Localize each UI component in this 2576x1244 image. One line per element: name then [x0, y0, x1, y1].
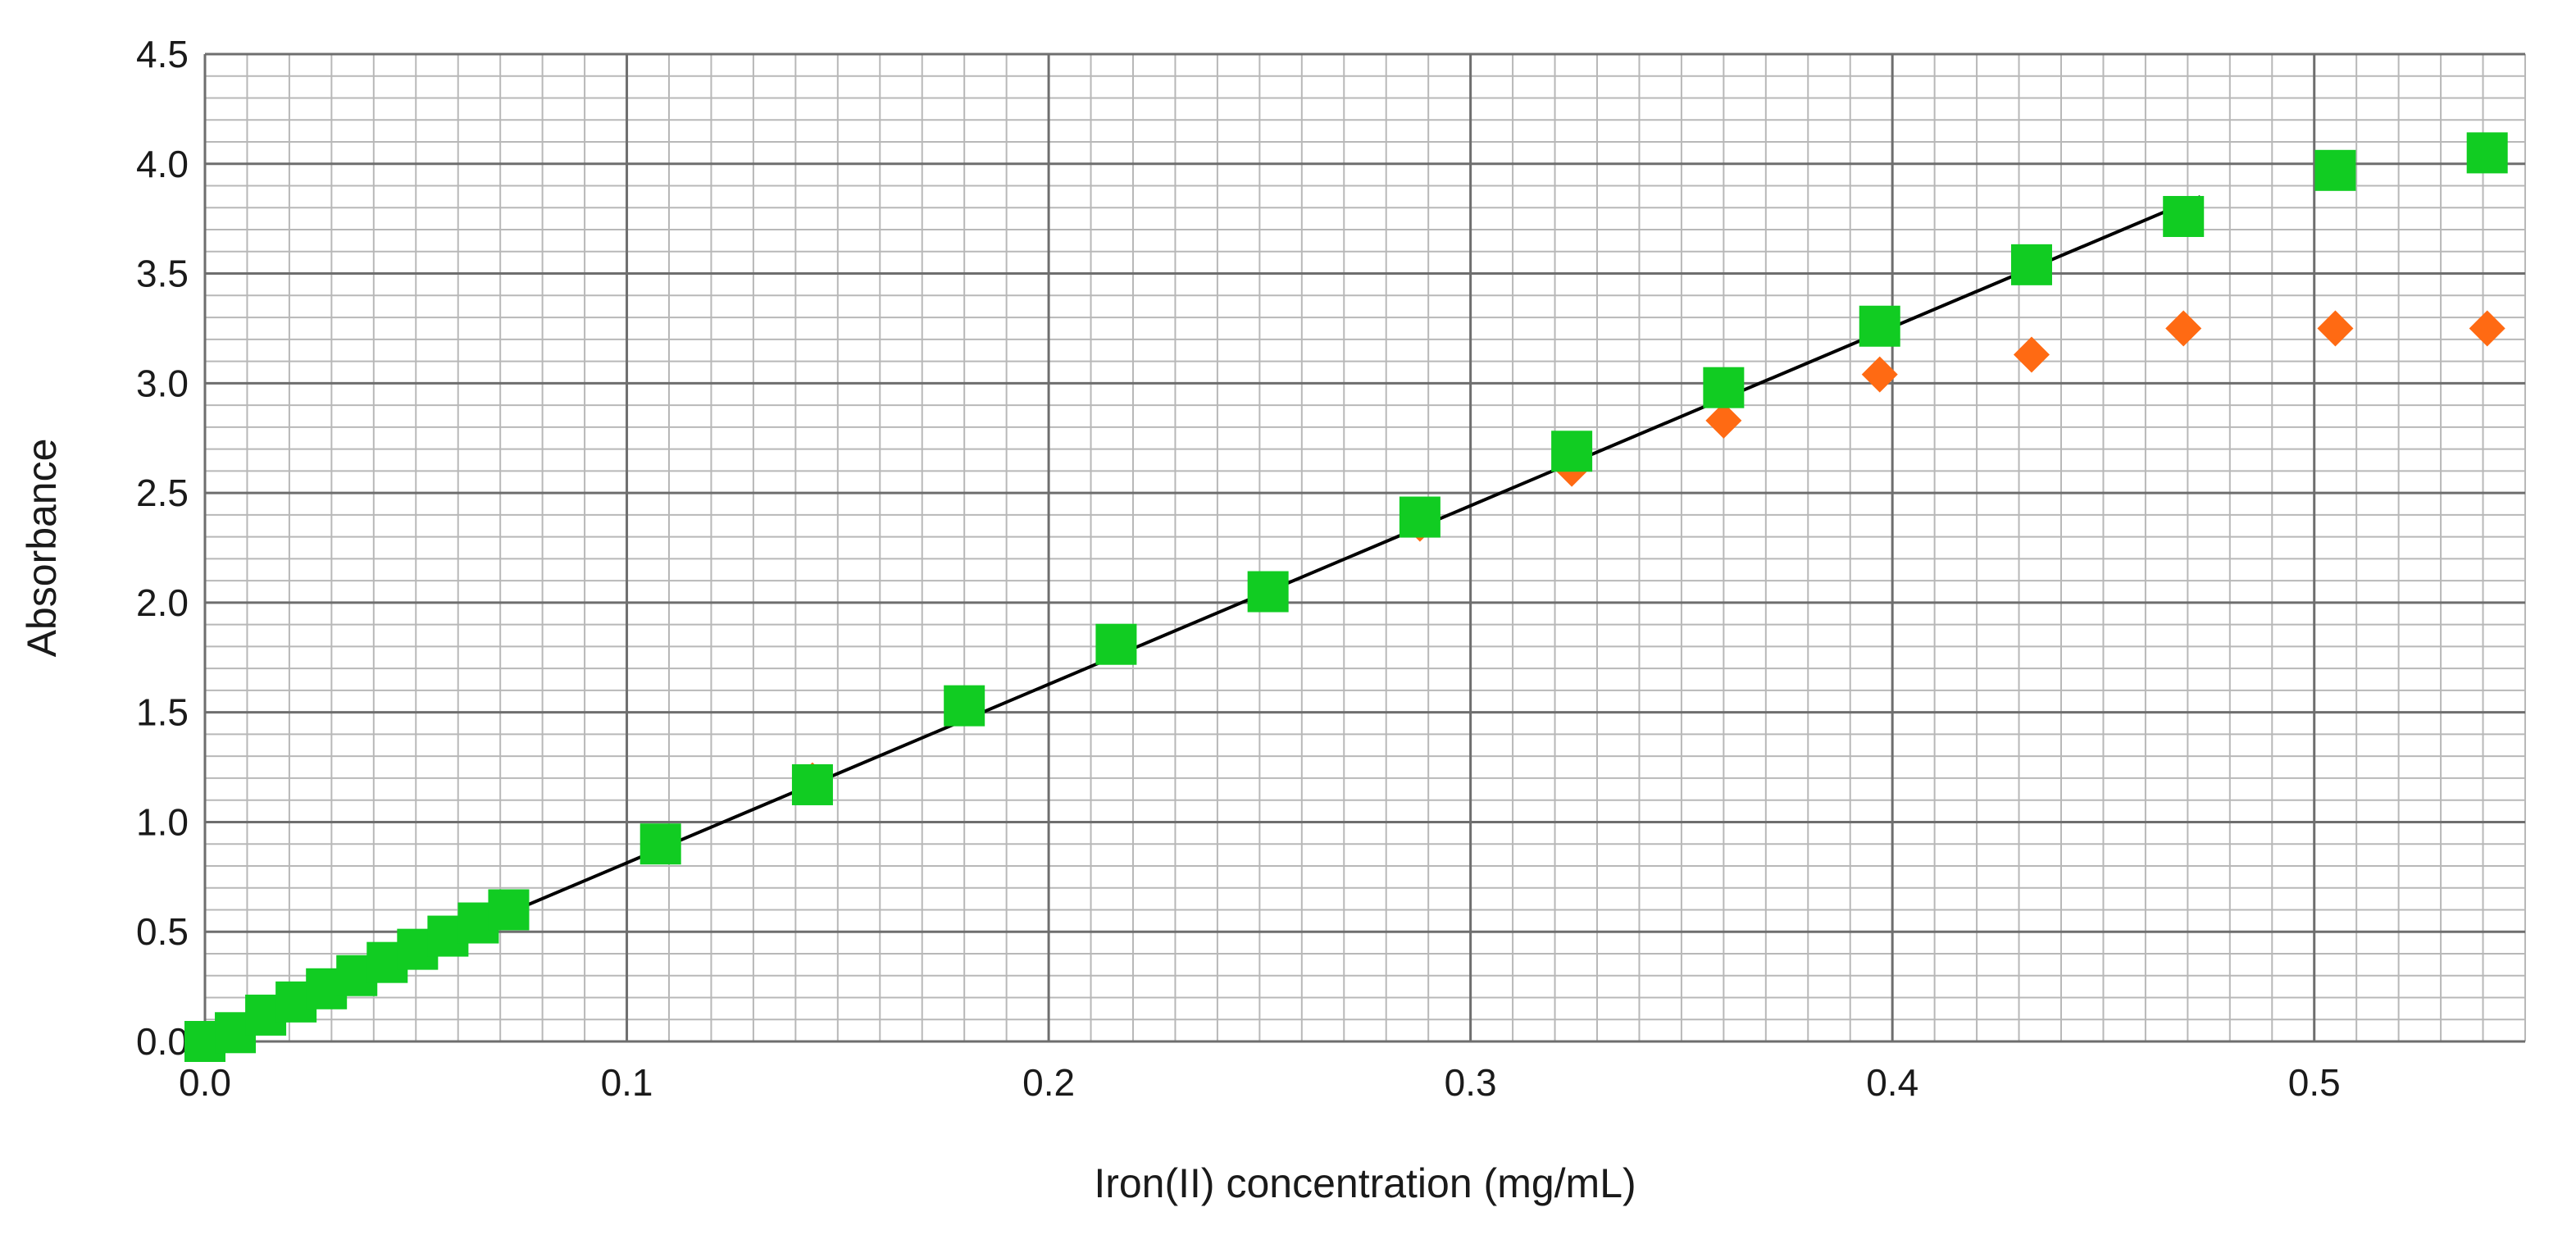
y-tick-label: 0.5	[136, 910, 189, 953]
data-point-square	[639, 823, 681, 865]
x-tick-label: 0.1	[601, 1061, 653, 1104]
data-point-square	[944, 685, 985, 727]
y-tick-label: 3.5	[136, 253, 189, 295]
data-point-square	[2163, 195, 2205, 237]
y-axis-title: Absorbance	[19, 439, 65, 658]
y-tick-labels: 0.0 0.5 1.0 1.5 2.0 2.5 3.0 3.5 4.0 4.5	[136, 33, 189, 1063]
x-tick-label: 0.0	[179, 1061, 231, 1104]
data-point-square	[488, 889, 530, 931]
y-tick-label: 3.0	[136, 362, 189, 404]
x-tick-labels: 0.0 0.1 0.2 0.3 0.4 0.5	[179, 1061, 2341, 1104]
data-point-square	[1399, 496, 1440, 538]
data-point-square	[1703, 367, 1745, 408]
data-point-square	[791, 763, 833, 805]
x-axis-title: Iron(II) concentration (mg/mL)	[1094, 1160, 1636, 1206]
x-tick-label: 0.2	[1022, 1061, 1075, 1104]
y-tick-label: 1.5	[136, 691, 189, 734]
data-point-square	[2466, 132, 2508, 174]
major-gridlines	[203, 52, 2525, 1043]
data-point-square	[2314, 149, 2356, 191]
data-point-diamond	[2013, 336, 2050, 373]
data-point-diamond	[2469, 310, 2505, 347]
x-tick-label: 0.4	[1866, 1061, 1918, 1104]
y-tick-label: 0.0	[136, 1020, 189, 1063]
data-point-square	[1247, 571, 1289, 613]
data-point-square	[2010, 244, 2052, 285]
data-point-diamond	[2165, 310, 2202, 347]
data-point-diamond	[1705, 402, 1742, 439]
y-tick-label: 4.0	[136, 143, 189, 185]
x-tick-label: 0.5	[2288, 1061, 2341, 1104]
y-tick-label: 2.0	[136, 581, 189, 624]
data-point-diamond	[1861, 356, 1898, 393]
data-point-square	[1095, 623, 1137, 665]
data-point-square	[1859, 305, 1900, 347]
y-tick-label: 4.5	[136, 33, 189, 75]
data-point-square	[1551, 431, 1593, 472]
y-tick-label: 1.0	[136, 800, 189, 843]
data-point-diamond	[2317, 310, 2354, 347]
y-tick-label: 2.5	[136, 472, 189, 514]
data-points	[184, 132, 2508, 1062]
x-tick-label: 0.3	[1445, 1061, 1497, 1104]
